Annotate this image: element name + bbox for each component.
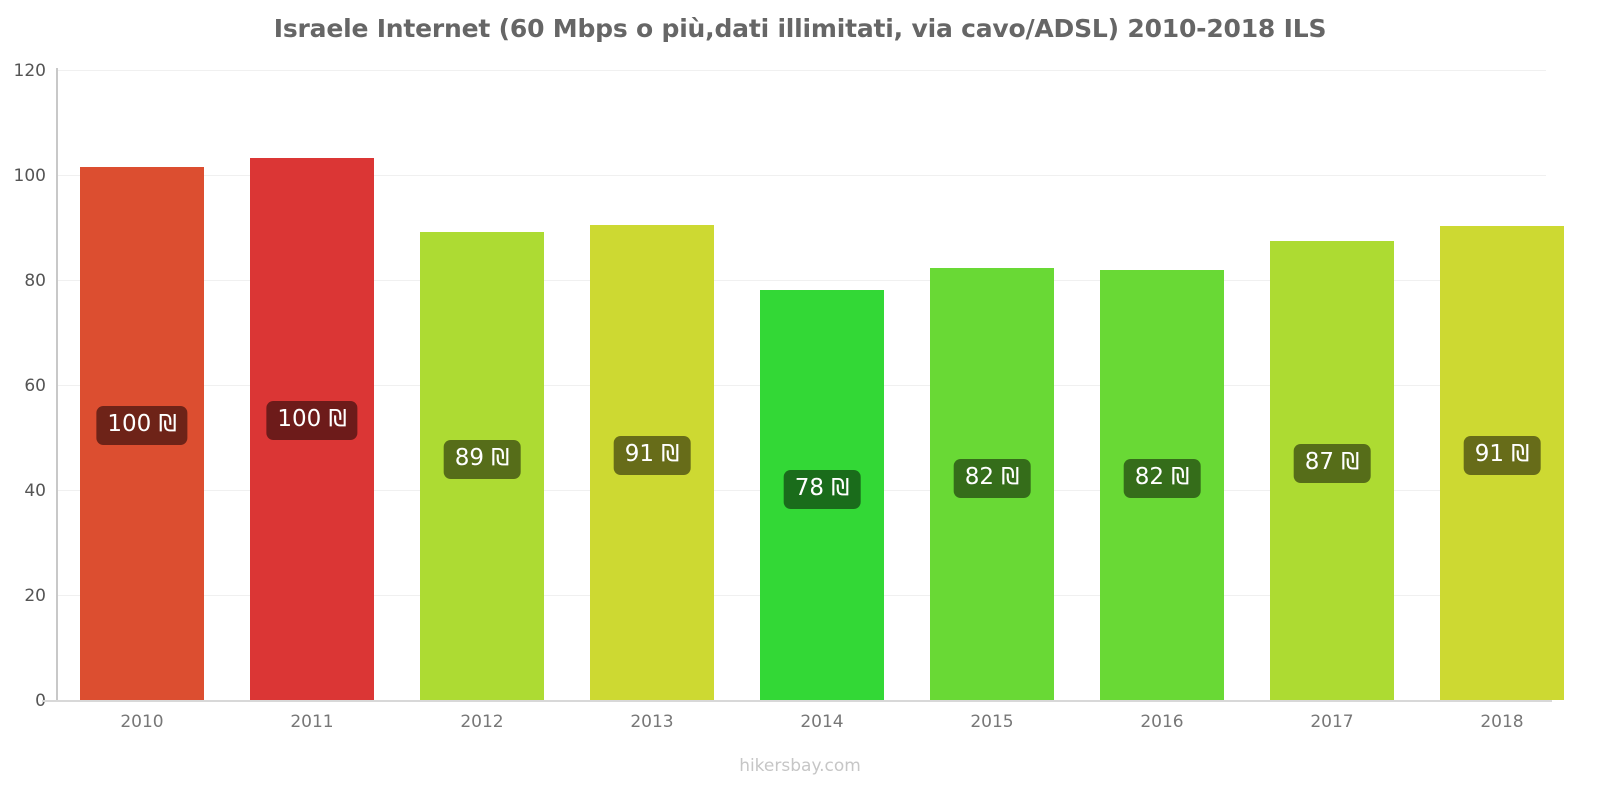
y-axis-line [56, 68, 58, 702]
x-axis-tick-label: 2017 [1310, 712, 1354, 732]
bar-value-label: 100 ₪ [266, 401, 358, 440]
y-axis-tick-label: 60 [24, 376, 46, 396]
gridline [56, 280, 1546, 281]
bar-slot: 82 ₪ [930, 268, 1054, 700]
gridline [56, 175, 1546, 176]
x-axis-tick-label: 2018 [1480, 712, 1524, 732]
y-axis-tick-label: 20 [24, 586, 46, 606]
bar-value-label: 82 ₪ [953, 458, 1031, 498]
bar-value-label: 82 ₪ [1123, 459, 1201, 499]
bar-slot: 78 ₪ [760, 289, 884, 700]
x-axis-tick-label: 2014 [800, 712, 844, 732]
bar-value-label: 87 ₪ [1293, 444, 1371, 484]
x-axis-tick-label: 2011 [290, 712, 334, 732]
bar-slot: 87 ₪ [1270, 241, 1394, 700]
bar-value-label: 78 ₪ [783, 469, 861, 509]
x-axis-tick-label: 2013 [630, 712, 674, 732]
x-axis-tick-label: 2010 [120, 712, 164, 732]
x-axis-tick-label: 2016 [1140, 712, 1184, 732]
plot-area: 100 ₪ 100 ₪ 89 ₪ 91 ₪ 78 ₪ 82 ₪ 82 ₪ 87 ₪ 91 ₪ [56, 70, 1564, 701]
bar-value-label: 100 ₪ [96, 405, 188, 445]
bar-value-label: 91 ₪ [1463, 436, 1541, 476]
y-axis-tick-label: 0 [35, 691, 46, 711]
y-axis-tick-labels: 0 20 40 60 80 100 120 [0, 61, 46, 711]
bar-slot: 89 ₪ [420, 232, 544, 700]
bar-slot: 82 ₪ [1100, 269, 1224, 700]
footer-credit: hikersbay.com [739, 756, 861, 776]
x-axis-tick-label: 2012 [460, 712, 504, 732]
bar-value-label: 91 ₪ [613, 436, 691, 476]
y-axis-tick-label: 100 [13, 166, 46, 186]
x-axis-line [42, 700, 1552, 702]
chart-title: Israele Internet (60 Mbps o più,dati ill… [273, 14, 1327, 43]
bar-slot: 91 ₪ [1440, 225, 1564, 700]
bar-slot: 100 ₪ [80, 167, 204, 700]
bar-slot: 100 ₪ [250, 157, 374, 700]
y-axis-tick-label: 120 [13, 61, 46, 81]
y-axis-tick-label: 80 [24, 271, 46, 291]
y-axis-tick-label: 40 [24, 481, 46, 501]
bar-slot: 91 ₪ [590, 225, 714, 700]
x-axis-tick-label: 2015 [970, 712, 1014, 732]
gridline [56, 70, 1546, 71]
bar-value-label: 89 ₪ [443, 439, 521, 479]
